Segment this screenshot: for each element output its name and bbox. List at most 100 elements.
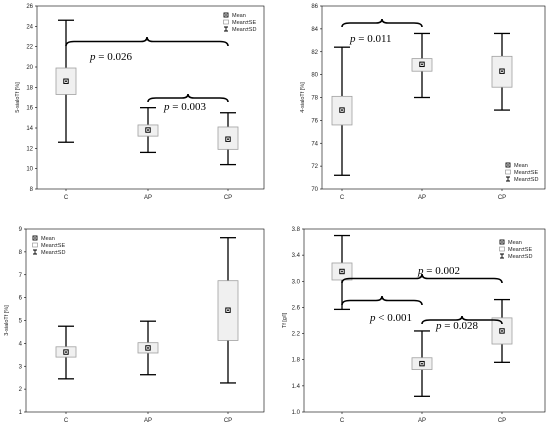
box-group-AP — [411, 32, 433, 99]
y-tick-label: 72 — [311, 164, 318, 170]
legend-se-label: Mean±SE — [41, 243, 65, 249]
p-symbol: p — [369, 312, 376, 324]
legend-mean-symbol-dot — [507, 164, 509, 166]
significance-brace — [341, 295, 423, 306]
box-group-CP — [491, 32, 513, 111]
y-tick-label: 84 — [311, 27, 318, 33]
legend-mean-label: Mean — [232, 13, 246, 19]
y-tick-label: 78 — [311, 96, 318, 102]
y-tick-label: 10 — [26, 167, 33, 173]
box-group-AP — [411, 330, 433, 397]
box-group-C — [331, 46, 353, 176]
p-value-annotation: p = 0.002 — [417, 265, 460, 277]
y-tick-label: 20 — [26, 65, 33, 71]
p-symbol: p — [349, 33, 356, 45]
y-tick-label: 3.0 — [292, 279, 301, 285]
p-value-text: = 0.003 — [170, 101, 207, 113]
y-tick-label: 8 — [30, 187, 34, 193]
legend-sd-label: Mean±SD — [232, 27, 256, 33]
legend-sd-symbol — [500, 253, 504, 259]
x-tick-label: CP — [498, 418, 506, 424]
legend-sd-label: Mean±SD — [514, 177, 538, 183]
box-group-C — [55, 19, 77, 143]
x-tick-label: CP — [224, 195, 232, 201]
mean-marker-dot — [421, 63, 423, 66]
y-tick-label: 2.6 — [292, 305, 301, 311]
x-tick-label: AP — [418, 418, 426, 424]
x-tick-label: AP — [418, 195, 426, 201]
legend-se-label: Mean±SE — [232, 20, 256, 26]
y-tick-label: 9 — [19, 227, 23, 233]
y-tick-label: 4 — [19, 341, 23, 347]
mean-marker-dot — [227, 138, 229, 140]
y-tick-label: 3.4 — [292, 253, 301, 259]
y-tick-label: 70 — [311, 187, 318, 193]
y-tick-label: 3.8 — [292, 227, 301, 233]
y-tick-label: 3 — [19, 364, 23, 370]
y-tick-label: 82 — [311, 50, 318, 56]
p-value-text: = 0.011 — [356, 33, 392, 45]
legend-mean-label: Mean — [508, 240, 522, 246]
mean-marker-dot — [501, 330, 503, 332]
significance-brace — [341, 18, 423, 28]
legend-mean-symbol-dot — [225, 14, 227, 16]
legend-se-symbol — [223, 19, 229, 25]
chart-panel-bottom-right: 1.0 1.4 1.8 2.2 2.6 3.0 3.4 3.8 Tf [g/l] C AP CP Mea… — [275, 213, 550, 425]
y-axis-label: 5-sialoTf [%] — [15, 82, 21, 113]
y-tick-label: 16 — [26, 106, 33, 112]
legend-sd-symbol — [224, 26, 228, 32]
chart-panel-top-right: 70 72 74 76 78 80 82 84 86 4-sialoTf [%] C AP CP Mean… — [275, 0, 550, 213]
significance-brace — [147, 93, 229, 103]
mean-marker-dot — [147, 129, 149, 131]
box-group-CP — [491, 298, 513, 363]
p-value-annotation: p = 0.028 — [435, 320, 478, 332]
y-tick-label: 6 — [19, 296, 23, 302]
legend-se-symbol — [499, 246, 505, 252]
box-group-C — [55, 325, 77, 380]
y-axis-label: 4-sialoTf [%] — [300, 82, 306, 113]
p-value-annotation: p = 0.011 — [349, 33, 392, 45]
p-value-text: < 0.001 — [376, 312, 412, 324]
p-value-text: = 0.028 — [442, 320, 479, 332]
legend-se-label: Mean±SE — [508, 247, 532, 253]
y-tick-label: 86 — [311, 4, 318, 10]
significance-brace — [341, 273, 503, 284]
mean-marker-dot — [227, 309, 229, 312]
p-symbol: p — [417, 265, 424, 277]
mean-marker-dot — [341, 270, 343, 273]
legend-mean-symbol-dot — [501, 241, 503, 243]
y-tick-label: 2.2 — [292, 332, 301, 338]
y-tick-label: 76 — [311, 118, 318, 124]
x-tick-label: CP — [224, 418, 232, 424]
legend-sd-label: Mean±SD — [508, 254, 532, 260]
x-tick-label: CP — [498, 195, 506, 201]
x-tick-label: C — [340, 418, 345, 424]
y-tick-label: 1.8 — [292, 358, 301, 364]
chart-svg: 70 72 74 76 78 80 82 84 86 4-sialoTf [%] C AP CP Mean… — [300, 4, 546, 201]
mean-marker-dot — [501, 70, 503, 72]
chart-panel-bottom-left: 1 2 3 4 5 6 7 8 9 3-sialoTf [%] C AP CP Mean Mean±SE Me… — [0, 213, 275, 425]
y-tick-label: 18 — [26, 85, 33, 91]
p-symbol: p — [435, 320, 442, 332]
p-value-annotation: p = 0.026 — [89, 51, 132, 63]
y-tick-label: 12 — [26, 146, 33, 152]
y-tick-label: 8 — [19, 250, 23, 256]
p-symbol: p — [163, 101, 170, 113]
legend-se-symbol — [505, 169, 511, 175]
mean-marker-dot — [421, 362, 423, 365]
chart-svg: 1.0 1.4 1.8 2.2 2.6 3.0 3.4 3.8 Tf [g/l] C AP CP Mea… — [282, 227, 546, 424]
legend-mean-symbol-dot — [34, 237, 36, 239]
box-group-CP — [217, 237, 239, 384]
significance-brace — [421, 315, 503, 325]
y-tick-label: 2 — [19, 387, 23, 393]
chart-panel-top-left: 8 10 12 14 16 18 20 22 24 26 5-sialoTf [%] C AP CP Mea… — [0, 0, 275, 213]
box-group-C — [331, 234, 353, 311]
legend-se-label: Mean±SE — [514, 170, 538, 176]
y-tick-label: 1 — [19, 410, 23, 416]
plot-frame — [36, 5, 265, 190]
box-group-CP — [217, 112, 239, 166]
